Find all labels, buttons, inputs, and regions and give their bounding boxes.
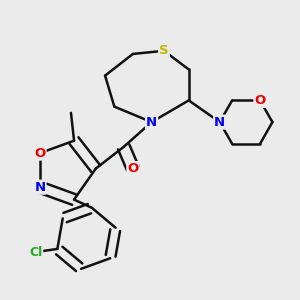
Text: N: N bbox=[214, 116, 225, 129]
Text: S: S bbox=[159, 44, 169, 57]
Text: O: O bbox=[34, 147, 46, 160]
Text: N: N bbox=[34, 181, 46, 194]
Text: O: O bbox=[254, 94, 266, 107]
Text: Cl: Cl bbox=[29, 245, 42, 259]
Text: N: N bbox=[146, 116, 157, 129]
Text: O: O bbox=[127, 162, 139, 175]
